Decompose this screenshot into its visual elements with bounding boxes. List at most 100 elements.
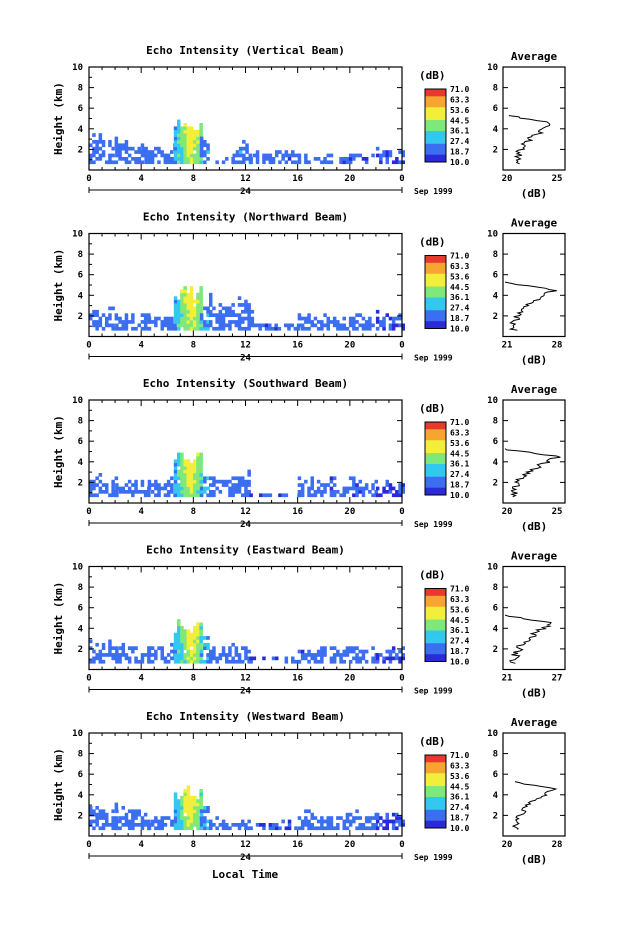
heatmap-cell [199, 476, 203, 481]
heatmap-cell [186, 642, 191, 647]
heatmap-cell [143, 823, 148, 827]
x-tick-label: 4 [138, 840, 144, 850]
heatmap-cell [183, 629, 187, 633]
heatmap-cell [173, 795, 178, 800]
heatmap-cell [193, 320, 197, 324]
heatmap-cell [258, 323, 262, 328]
colorbar-segment [425, 800, 446, 803]
heatmap-cell [199, 133, 203, 137]
heatmap-cell [371, 493, 375, 498]
heatmap-cell [154, 493, 158, 498]
heatmap-cell [225, 309, 229, 314]
average-profile-line [504, 614, 552, 664]
heatmap-cell [268, 493, 273, 498]
heatmap-cell [140, 483, 145, 487]
heatmap-cell [212, 479, 216, 484]
heatmap-cell [238, 146, 243, 151]
chart-title: Echo Intensity (Vertical Beam) [146, 44, 345, 57]
heatmap-cell [98, 316, 103, 321]
heatmap-cell [339, 326, 343, 331]
x-tick-label: 0 [86, 507, 91, 517]
colorbar-segment [425, 637, 446, 640]
heatmap-cell [326, 483, 330, 487]
heatmap-cell [364, 826, 369, 831]
heatmap-cell [177, 123, 181, 127]
heatmap-cell [206, 656, 210, 661]
colorbar-segment [425, 431, 446, 434]
heatmap-cell [294, 160, 298, 165]
heatmap-cell [183, 303, 187, 307]
heatmap-cell [329, 476, 334, 481]
heatmap-cell [196, 129, 200, 134]
heatmap-cell [326, 326, 330, 331]
heatmap-cell [313, 826, 318, 831]
colorbar-segment [425, 132, 446, 136]
heatmap-cell [137, 823, 141, 827]
colorbar-segment [425, 323, 446, 326]
heatmap-cell [320, 160, 324, 165]
heatmap-cell [183, 795, 187, 800]
heatmap-cell [368, 490, 372, 494]
heatmap-cell [89, 157, 93, 161]
heatmap-cell [352, 656, 356, 661]
heatmap-cell [177, 150, 181, 154]
heatmap-cell [140, 326, 145, 331]
heatmap-cell [177, 642, 181, 647]
heatmap-cell [313, 656, 318, 661]
heatmap-cell [180, 313, 184, 317]
heatmap-cell [265, 157, 269, 161]
heatmap-cell [212, 483, 216, 487]
heatmap-cell [196, 476, 200, 481]
heatmap-cell [121, 490, 125, 494]
colorbar-segment [425, 310, 446, 313]
heatmap-cell [329, 320, 334, 324]
colorbar-segment [425, 89, 446, 92]
heatmap-cell [140, 490, 145, 494]
heatmap-cell [290, 323, 294, 328]
heatmap-cell [244, 483, 248, 487]
colorbar-segment [425, 458, 446, 461]
heatmap-cell [196, 639, 200, 644]
heatmap-cell [323, 649, 327, 654]
heatmap-cell [244, 649, 248, 654]
heatmap-cell [160, 323, 164, 328]
avg-x-tick-label: 20 [502, 507, 513, 517]
heatmap-cell [395, 653, 399, 657]
heatmap-cell [183, 639, 187, 644]
heatmap-cell [215, 479, 219, 484]
heatmap-cell [326, 153, 330, 158]
avg-y-tick-label: 6 [493, 770, 498, 780]
heatmap-cell [268, 326, 272, 331]
heatmap-cell [323, 819, 327, 824]
colorbar-tick-label: 63.3 [450, 262, 469, 271]
heatmap-cell [189, 313, 194, 317]
heatmap-cell [199, 656, 203, 661]
heatmap-cell [244, 656, 248, 661]
x-tick-label: 8 [191, 174, 196, 184]
heatmap-cell [173, 303, 178, 307]
heatmap-cell [247, 309, 251, 314]
heatmap-cell [345, 490, 350, 494]
heatmap-cells [89, 619, 405, 664]
heatmap-cell [203, 323, 207, 328]
heatmap-cell [140, 816, 145, 820]
colorbar-segment [425, 109, 446, 112]
heatmap-cell [361, 486, 366, 491]
heatmap-cell [388, 649, 393, 654]
colorbar-segment [425, 257, 446, 260]
heatmap-cell [177, 646, 181, 650]
heatmap-cell [150, 823, 155, 827]
heatmap-cell [180, 323, 184, 328]
heatmap-cells [89, 452, 405, 498]
y-tick-label: 2 [78, 811, 83, 821]
heatmap-cell [173, 823, 178, 827]
colorbar-tick-label: 53.6 [450, 272, 469, 281]
colorbar-frame [424, 588, 447, 662]
colorbar-segment [425, 826, 446, 829]
heatmap-cell [143, 316, 148, 321]
heatmap-cell [209, 296, 213, 300]
heatmap-cell [358, 823, 362, 827]
heatmap-cell [320, 323, 324, 328]
chart-panel: Echo Intensity (Vertical Beam)246810Heig… [52, 44, 566, 200]
heatmap-cell [206, 653, 210, 657]
